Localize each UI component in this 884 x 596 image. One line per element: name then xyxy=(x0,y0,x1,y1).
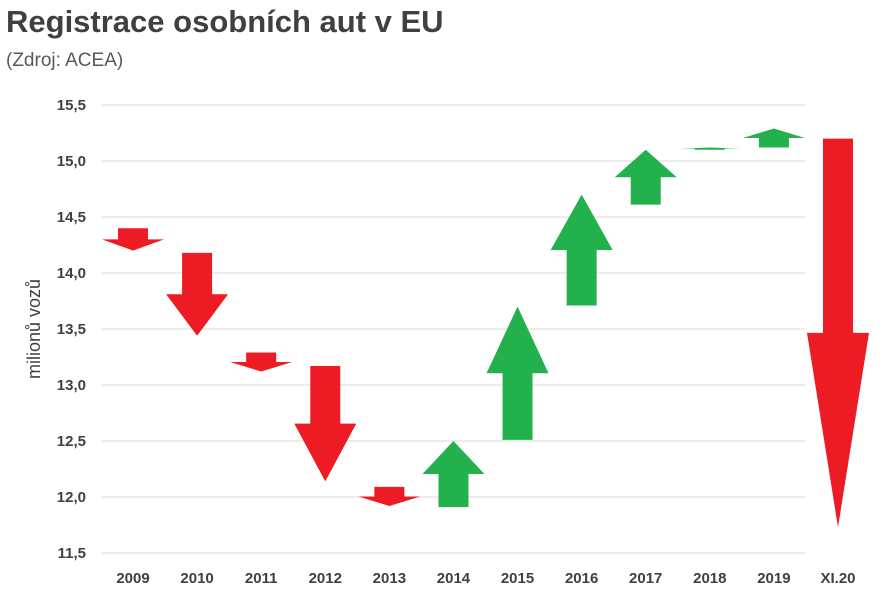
x-tick-label: 2010 xyxy=(180,570,213,587)
arrow-up xyxy=(422,441,485,508)
y-axis-label: milionů vozů xyxy=(24,279,44,379)
arrow-up xyxy=(678,147,741,150)
y-tick-label: 12,0 xyxy=(57,489,86,506)
x-tick-label: 2019 xyxy=(757,570,790,587)
arrow-down xyxy=(358,486,421,506)
x-tick-label: 2013 xyxy=(373,570,406,587)
arrow-down xyxy=(294,365,357,482)
arrow-down xyxy=(166,252,229,336)
arrow-up xyxy=(742,128,805,148)
x-tick-label: 2012 xyxy=(309,570,342,587)
y-tick-label: 12,5 xyxy=(57,433,86,450)
y-tick-label: 13,5 xyxy=(57,321,86,338)
arrow-down xyxy=(807,138,869,528)
y-tick-label: 14,5 xyxy=(57,209,86,226)
x-tick-label: 2018 xyxy=(693,570,726,587)
y-tick-label: 15,5 xyxy=(57,97,86,114)
x-tick-label: 2015 xyxy=(501,570,534,587)
y-tick-label: 13,0 xyxy=(57,377,86,394)
y-tick-label: 14,0 xyxy=(57,265,86,282)
arrow-up xyxy=(550,194,613,306)
arrow-up xyxy=(614,149,677,205)
arrow-up xyxy=(486,306,549,440)
chart-title: Registrace osobních aut v EU xyxy=(6,4,444,39)
arrow-down xyxy=(230,352,293,372)
y-tick-label: 15,0 xyxy=(57,153,86,170)
x-tick-label: 2011 xyxy=(245,570,278,587)
arrow-down xyxy=(102,228,164,251)
x-tick-label: 2016 xyxy=(565,570,598,587)
x-tick-label: 2017 xyxy=(629,570,662,587)
x-tick-label: 2009 xyxy=(116,570,149,587)
chart-subtitle: (Zdroj: ACEA) xyxy=(6,50,124,71)
y-tick-label: 11,5 xyxy=(58,545,86,562)
x-tick-label: XI.20 xyxy=(820,570,855,587)
x-tick-label: 2014 xyxy=(437,570,471,587)
